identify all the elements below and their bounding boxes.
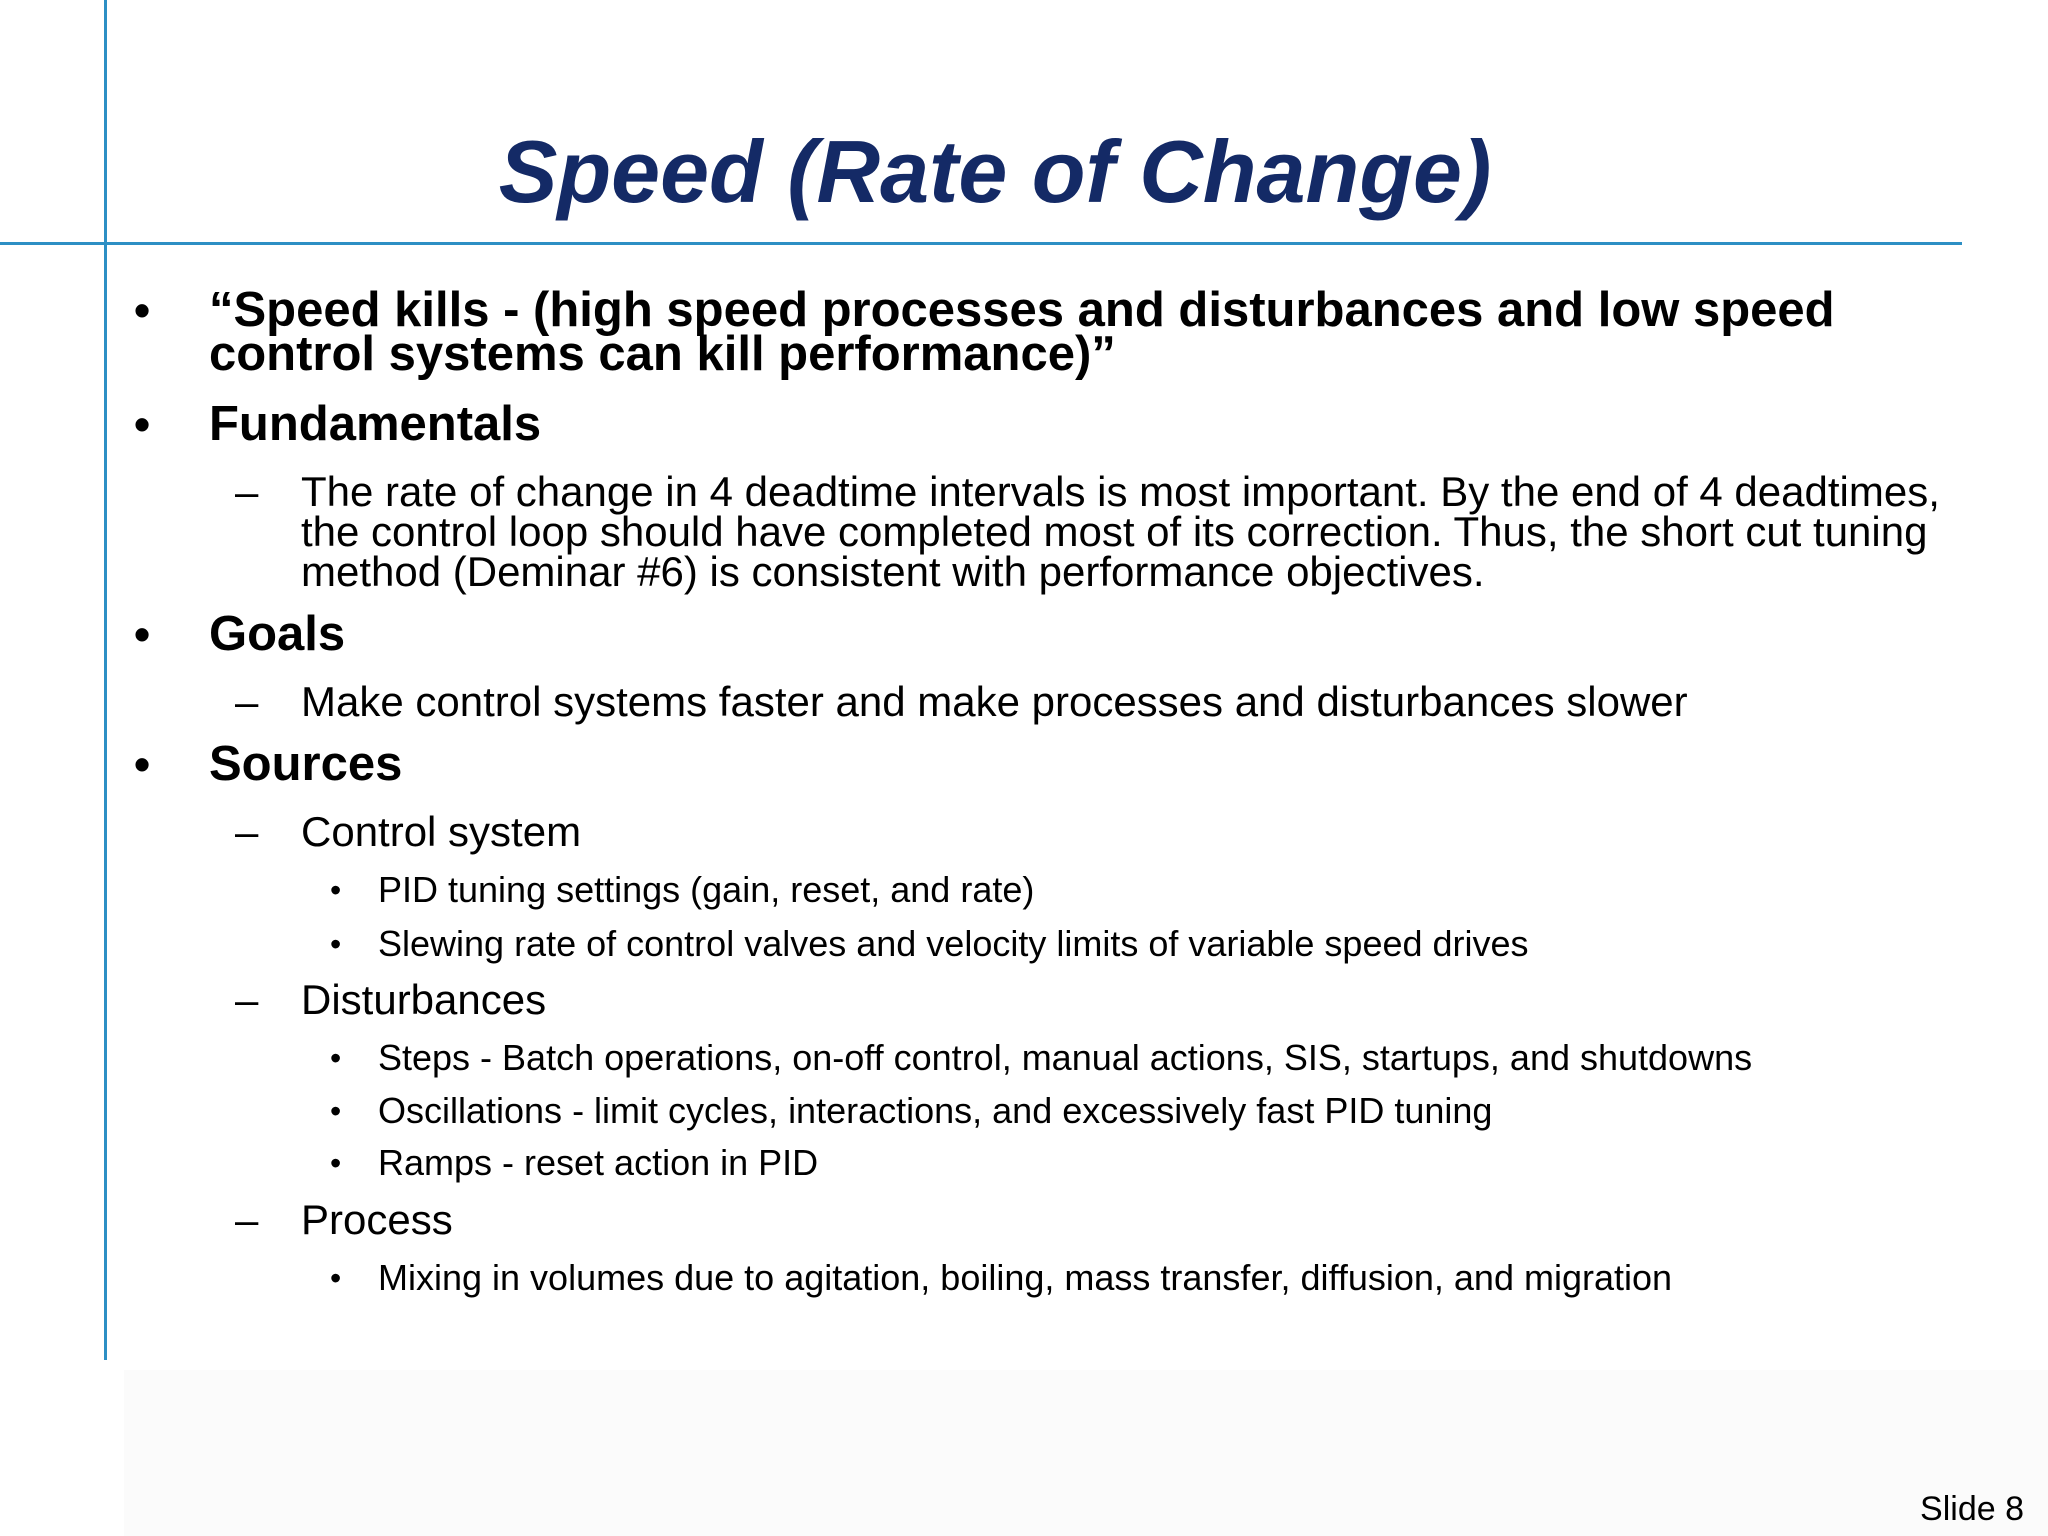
dash-marker: –	[235, 808, 259, 855]
sub-sub-item-text: Oscillations - limit cycles, interaction…	[378, 1090, 1493, 1131]
bullet-text: “Speed kills - (high speed processes and…	[209, 283, 1835, 381]
dash-marker: –	[235, 468, 259, 515]
sub-sub-item: • Slewing rate of control valves and vel…	[330, 923, 1998, 964]
dash-marker: –	[235, 678, 259, 725]
sub-bullet-marker: •	[330, 872, 342, 908]
sub-item: – Control system	[235, 808, 2001, 855]
sub-sub-item-text: PID tuning settings (gain, reset, and ra…	[378, 869, 1035, 910]
sub-sub-item-text: Ramps - reset action in PID	[378, 1142, 819, 1183]
bullet-item: • Sources	[134, 737, 1929, 791]
sub-item: – Disturbances	[235, 976, 2001, 1023]
sub-item: – Process	[235, 1196, 2001, 1243]
sub-item: – Make control systems faster and make p…	[235, 678, 2001, 725]
sub-bullet-marker: •	[330, 1040, 342, 1076]
bullet-marker: •	[134, 738, 151, 790]
sub-sub-item-text: Mixing in volumes due to agitation, boil…	[378, 1257, 1673, 1298]
sub-item-text: Disturbances	[301, 976, 547, 1023]
background-panel	[124, 1370, 2048, 1536]
bullet-marker: •	[134, 284, 151, 336]
dash-marker: –	[235, 976, 259, 1023]
bullet-item: • Fundamentals	[134, 397, 1929, 451]
sub-sub-item: • Oscillations - limit cycles, interacti…	[330, 1090, 1998, 1131]
bullet-item: • “Speed kills - (high speed processes a…	[134, 283, 1929, 381]
sub-sub-item: • Ramps - reset action in PID	[330, 1142, 1998, 1183]
dash-marker: –	[235, 1196, 259, 1243]
slide-title: Speed (Rate of Change)	[498, 122, 1492, 221]
bullet-text: Sources	[209, 737, 403, 791]
sub-sub-item: • PID tuning settings (gain, reset, and …	[330, 869, 1998, 910]
sub-bullet-marker: •	[330, 1145, 342, 1181]
sub-item: – The rate of change in 4 deadtime inter…	[235, 468, 2001, 595]
bullet-marker: •	[134, 608, 151, 660]
sub-bullet-marker: •	[330, 1093, 342, 1129]
sub-item-text: Process	[301, 1196, 453, 1243]
sub-item-text: The rate of change in 4 deadtime interva…	[301, 468, 1940, 595]
sub-bullet-marker: •	[330, 1260, 342, 1296]
bullet-text: Goals	[209, 607, 346, 661]
sub-bullet-marker: •	[330, 926, 342, 962]
bullet-item: • Goals	[134, 607, 1929, 661]
sub-sub-item-text: Slewing rate of control valves and veloc…	[378, 923, 1529, 964]
bullet-marker: •	[134, 398, 151, 450]
sub-sub-item: • Steps - Batch operations, on-off contr…	[330, 1037, 1998, 1078]
horizontal-accent-line	[0, 242, 1962, 245]
sub-item-text: Control system	[301, 808, 582, 855]
bullet-text: Fundamentals	[209, 397, 542, 451]
slide-number: Slide 8	[1920, 1490, 2024, 1528]
sub-item-text: Make control systems faster and make pro…	[301, 678, 1688, 725]
sub-sub-item-text: Steps - Batch operations, on-off control…	[378, 1037, 1753, 1078]
vertical-accent-line	[104, 0, 107, 1360]
sub-sub-item: • Mixing in volumes due to agitation, bo…	[330, 1257, 1998, 1298]
